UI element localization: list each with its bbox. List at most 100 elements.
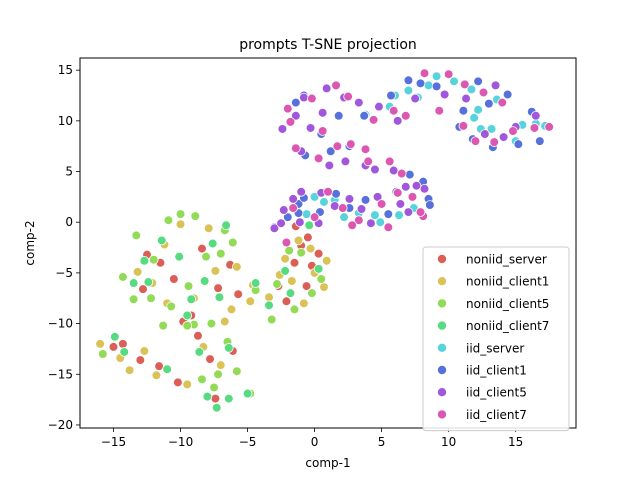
scatter-point bbox=[194, 347, 205, 357]
scatter-point bbox=[489, 137, 500, 147]
scatter-point bbox=[183, 281, 194, 291]
scatter-point bbox=[343, 91, 353, 102]
scatter-point bbox=[299, 92, 309, 103]
scatter-point bbox=[425, 200, 435, 210]
scatter-point bbox=[224, 343, 234, 353]
scatter-point bbox=[228, 237, 238, 248]
legend-box bbox=[422, 246, 570, 432]
scatter-point bbox=[148, 254, 159, 265]
scatter-point bbox=[201, 251, 211, 262]
legend-marker bbox=[436, 298, 447, 309]
scatter-point bbox=[305, 123, 316, 133]
scatter-point bbox=[386, 90, 396, 101]
x-tick-label: 15 bbox=[508, 435, 523, 449]
scatter-point bbox=[331, 80, 341, 91]
scatter-point bbox=[95, 339, 105, 349]
scatter-point bbox=[206, 318, 217, 329]
scatter-point bbox=[162, 364, 172, 375]
scatter-point bbox=[211, 402, 222, 413]
y-tick-label: −15 bbox=[48, 367, 73, 381]
scatter-point bbox=[370, 210, 380, 220]
scatter-point bbox=[392, 188, 403, 198]
scatter-point bbox=[344, 194, 355, 204]
scatter-point bbox=[219, 316, 230, 327]
scatter-point bbox=[316, 274, 327, 284]
scatter-point bbox=[190, 211, 201, 221]
scatter-point bbox=[138, 284, 148, 294]
scatter-point bbox=[368, 115, 379, 125]
scatter-point bbox=[139, 346, 150, 356]
scatter-point bbox=[210, 266, 221, 276]
scatter-point bbox=[473, 76, 483, 87]
x-axis-label: comp-1 bbox=[305, 456, 350, 470]
scatter-point bbox=[135, 355, 146, 365]
scatter-point bbox=[470, 136, 481, 146]
scatter-point bbox=[182, 379, 193, 390]
scatter-point bbox=[461, 93, 471, 104]
scatter-point bbox=[372, 192, 383, 202]
scatter-point bbox=[226, 304, 237, 315]
x-tick-label: 5 bbox=[378, 435, 386, 449]
scatter-point bbox=[478, 87, 489, 98]
scatter-point bbox=[376, 199, 387, 209]
scatter-point bbox=[175, 219, 186, 230]
scatter-point bbox=[331, 189, 341, 199]
scatter-point bbox=[182, 310, 193, 321]
scatter-point bbox=[407, 192, 418, 202]
legend-marker bbox=[436, 253, 447, 264]
scatter-point bbox=[339, 212, 349, 222]
y-axis-label: comp-2 bbox=[23, 220, 37, 265]
scatter-point bbox=[486, 124, 497, 134]
scatter-point bbox=[139, 255, 150, 266]
scatter-point bbox=[325, 146, 336, 157]
scatter-point bbox=[502, 89, 513, 100]
scatter-point bbox=[415, 78, 426, 89]
scatter-point bbox=[458, 105, 469, 116]
scatter-point bbox=[359, 110, 369, 121]
scatter-point bbox=[221, 220, 231, 231]
scatter-point bbox=[313, 264, 324, 274]
scatter-point bbox=[199, 276, 210, 286]
scatter-point bbox=[337, 203, 348, 213]
scatter-point bbox=[169, 274, 179, 284]
scatter-point bbox=[291, 110, 301, 121]
scatter-point bbox=[280, 266, 290, 276]
legend-marker bbox=[436, 409, 447, 420]
scatter-point bbox=[490, 80, 501, 91]
scatter-point bbox=[299, 298, 309, 309]
scatter-point bbox=[128, 278, 139, 288]
scatter-point bbox=[403, 207, 414, 217]
legend-marker bbox=[436, 387, 447, 398]
scatter-point bbox=[245, 296, 256, 307]
scatter-point bbox=[203, 223, 214, 234]
scatter-point bbox=[281, 296, 292, 307]
legend-marker bbox=[436, 320, 447, 331]
legend-label: noniid_client7 bbox=[466, 319, 549, 333]
scatter-point bbox=[205, 354, 215, 364]
y-axis-ticks: −20 −15 −10 −5 0 5 10 15 bbox=[48, 63, 80, 432]
scatter-point bbox=[110, 331, 120, 342]
scatter-point bbox=[197, 243, 207, 254]
scatter-point bbox=[233, 289, 243, 299]
scatter-point bbox=[309, 212, 320, 222]
scatter-point bbox=[497, 97, 508, 108]
scatter-point bbox=[175, 209, 186, 219]
scatter-point bbox=[213, 283, 223, 293]
scatter-point bbox=[354, 97, 364, 108]
scatter-point bbox=[529, 123, 540, 133]
scatter-point bbox=[182, 320, 193, 331]
scatter-point bbox=[296, 187, 306, 197]
scatter-point bbox=[282, 103, 293, 114]
scatter-point bbox=[449, 76, 459, 87]
points-layer bbox=[95, 68, 554, 413]
scatter-point bbox=[419, 68, 430, 79]
scatter-point bbox=[304, 220, 315, 231]
scatter-point bbox=[319, 282, 329, 292]
scatter-point bbox=[291, 143, 301, 154]
scatter-point bbox=[395, 199, 406, 209]
scatter-point bbox=[530, 110, 541, 121]
scatter-point bbox=[143, 277, 154, 287]
scatter-point bbox=[264, 300, 274, 311]
scatter-point bbox=[400, 110, 411, 121]
